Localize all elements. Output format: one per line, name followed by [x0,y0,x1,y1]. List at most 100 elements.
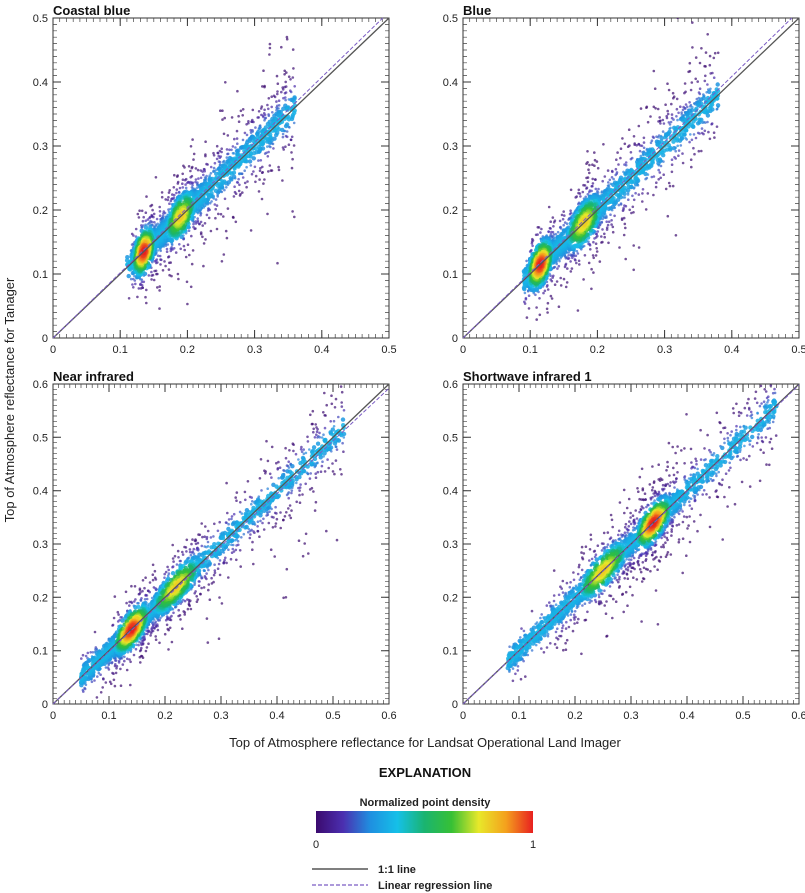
data-point [194,590,197,593]
data-point [307,552,310,555]
data-point [154,176,158,179]
data-point [189,607,193,611]
data-point [225,148,229,151]
data-point [314,500,318,504]
data-point [115,667,118,670]
data-point [607,241,610,245]
data-point [212,154,216,157]
data-point [546,284,549,287]
data-point [251,156,256,161]
data-point [251,548,254,551]
data-point [700,47,703,50]
data-point [231,215,235,219]
data-point [181,553,185,556]
data-point [209,165,213,169]
data-point [219,212,223,216]
data-point [706,33,709,36]
data-point [132,277,135,281]
data-point [158,641,161,645]
data-point [208,598,212,601]
data-point [144,219,147,223]
data-point [139,287,143,290]
data-point [121,663,125,666]
data-point [239,565,242,568]
data-point [288,514,291,517]
data-point [600,241,603,244]
data-point [144,594,147,597]
data-point [549,294,553,298]
data-point [654,185,658,189]
data-point [250,172,254,176]
data-point [281,132,285,136]
data-point [219,109,222,112]
data-point [293,215,296,219]
data-point [243,490,247,494]
data-point [287,143,291,146]
data-point [576,252,580,255]
data-point [284,96,287,99]
data-point [230,116,234,119]
data-point [595,160,599,163]
data-point [554,232,558,236]
data-point [260,171,264,174]
data-point [285,71,288,74]
data-point [179,618,182,621]
data-point [694,136,698,140]
data-point [228,176,233,181]
data-point [594,187,598,191]
data-point [196,541,200,545]
data-point [284,91,288,94]
data-point [684,107,687,110]
data-point [323,470,327,473]
data-point [236,142,239,145]
data-point [594,254,598,257]
data-point [273,555,277,558]
data-point [218,160,222,164]
data-point [144,295,147,299]
data-point [141,219,145,223]
data-point [708,54,712,58]
data-point [577,188,581,192]
data-point [679,144,683,147]
data-point [306,440,310,443]
data-point [125,668,129,672]
data-point [267,150,270,154]
data-point [276,92,279,96]
data-point [147,642,150,645]
data-point [207,216,211,220]
data-point [186,607,190,611]
data-point [176,272,180,276]
data-point [171,193,174,196]
data-point [703,129,707,133]
data-point [587,261,591,265]
data-point [706,83,709,86]
data-point [596,230,600,233]
data-point [201,535,204,539]
data-point [187,229,191,232]
data-point [156,249,160,252]
data-point [596,166,600,170]
data-point [214,207,217,211]
data-point [218,156,222,159]
data-point [662,173,665,176]
data-point [177,608,180,612]
data-point [132,653,136,657]
data-point [130,584,133,588]
data-point [593,151,596,154]
data-point [549,227,552,230]
data-point [299,448,303,451]
data-point [591,177,594,181]
data-point [125,255,130,260]
data-point [226,152,230,156]
data-point [704,51,708,54]
data-point [530,242,534,245]
data-point [547,205,551,209]
data-point [212,166,216,170]
data-point [224,81,227,84]
data-point [144,211,148,214]
data-point [209,229,213,233]
data-point [683,82,687,85]
data-point [587,168,590,171]
x-tick-label: 0.2 [590,344,605,356]
data-point [546,288,550,291]
